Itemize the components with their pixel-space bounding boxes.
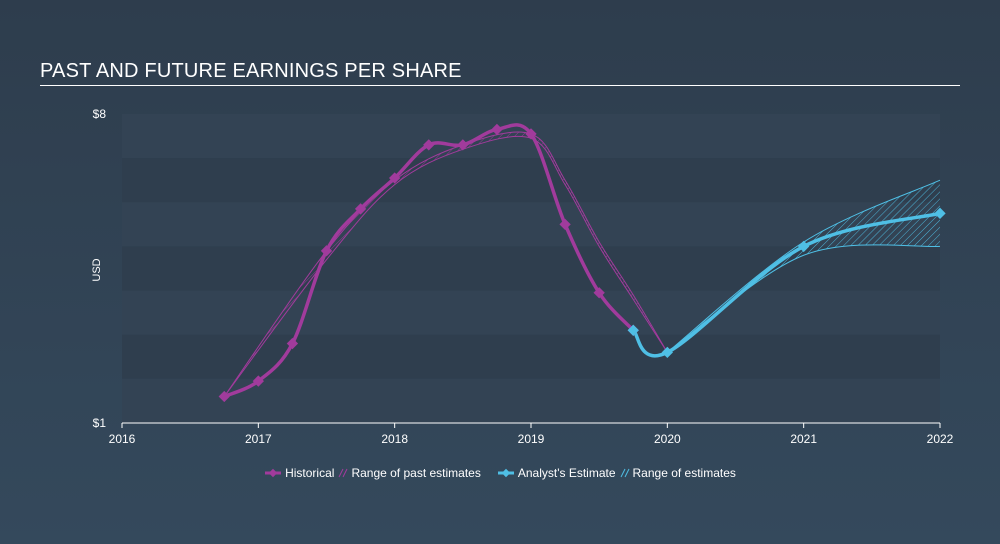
y-axis-label: USD [91, 258, 103, 281]
analyst-estimate-point [934, 207, 946, 219]
legend-analyst[interactable]: Analyst's Estimate [497, 466, 616, 480]
historical-point [423, 139, 435, 151]
x-tick-label: 2016 [109, 432, 136, 446]
legend-future-range[interactable]: Range of estimates [620, 466, 736, 480]
y-tick-label: $1 [93, 416, 107, 430]
chart-title: PAST AND FUTURE EARNINGS PER SHARE [40, 60, 462, 82]
historical-point [354, 203, 367, 215]
grid-band [122, 246, 940, 291]
analyst-estimate-point [661, 346, 673, 359]
x-tick-label: 2019 [518, 432, 545, 446]
historical-point [525, 128, 537, 140]
x-tick-label: 2018 [381, 432, 408, 446]
historical-swatch-icon [265, 468, 282, 478]
title-divider [40, 85, 960, 86]
x-tick-label: 2021 [790, 432, 817, 446]
analyst-estimate-point [798, 240, 810, 253]
grid-band [122, 334, 940, 379]
analyst-estimate-line [631, 211, 942, 358]
historical-point [320, 245, 333, 257]
historical-point [457, 139, 469, 151]
historical-point [593, 287, 605, 299]
historical-point [559, 218, 571, 231]
legend-future-range-label: Range of estimates [632, 466, 736, 480]
x-tick-label: 2017 [245, 432, 272, 446]
grid-band [122, 378, 940, 423]
legend-historical[interactable]: Historical [264, 466, 334, 480]
past-range-swatch-icon [338, 468, 348, 478]
chart-legend: Historical Range of past estimates Analy… [0, 466, 1000, 480]
historical-point [286, 337, 299, 350]
x-tick-label: 2022 [927, 432, 954, 446]
legend-historical-label: Historical [285, 466, 335, 480]
grid-bands [122, 114, 940, 423]
axes: 2016 2017 2018 2019 2020 2021 2022 $8 $1 [93, 107, 954, 446]
series-markers [218, 123, 946, 403]
grid-band [122, 202, 940, 247]
x-tick-label: 2020 [654, 432, 681, 446]
legend-analyst-label: Analyst's Estimate [517, 466, 616, 480]
analyst-start-point [627, 324, 639, 336]
legend-past-range-label: Range of past estimates [351, 466, 481, 480]
grid-band [122, 290, 940, 335]
historical-point [389, 172, 401, 184]
grid-band [122, 158, 940, 203]
y-tick-label: $8 [93, 107, 107, 121]
future-range-swatch-icon [620, 468, 629, 478]
analyst-swatch-icon [497, 468, 514, 478]
past-estimate-range-lower [223, 135, 668, 397]
legend-past-range[interactable]: Range of past estimates [338, 466, 481, 480]
historical-point [218, 390, 230, 403]
